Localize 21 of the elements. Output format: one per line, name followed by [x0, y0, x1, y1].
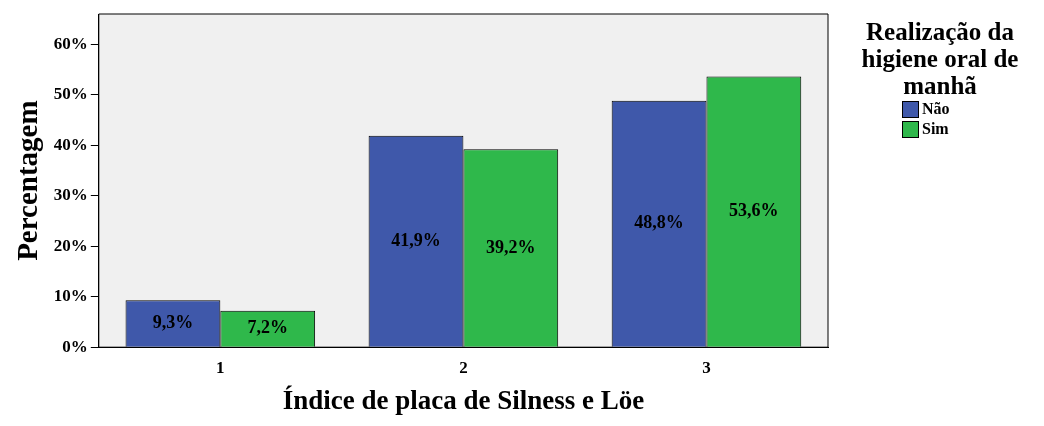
y-tick-label: 40% [53, 134, 88, 154]
y-tick-label: 50% [53, 84, 88, 104]
y-tick-label: 60% [53, 33, 88, 53]
x-axis-title: Índice de placa de Silness e Löe [282, 384, 645, 415]
y-tick-label: 20% [53, 235, 88, 255]
data-label: 53,6% [729, 200, 779, 221]
x-tick-label: 2 [459, 357, 468, 377]
legend-title: Realização da higiene oral de manhã [860, 18, 1020, 99]
x-tick-label: 1 [216, 357, 225, 377]
legend-label: Sim [922, 120, 949, 138]
y-tick-label: 0% [62, 336, 88, 356]
x-tick-label: 3 [702, 357, 711, 377]
y-tick-label: 30% [53, 185, 88, 205]
y-axis-title: Percentagem [10, 100, 43, 261]
y-tick-label: 10% [53, 286, 88, 306]
data-label: 39,2% [486, 236, 536, 257]
data-label: 7,2% [247, 317, 288, 338]
data-label: 9,3% [152, 312, 194, 333]
data-label: 41,9% [391, 229, 441, 250]
data-label: 48,8% [634, 212, 684, 233]
legend-label: Não [922, 100, 950, 118]
